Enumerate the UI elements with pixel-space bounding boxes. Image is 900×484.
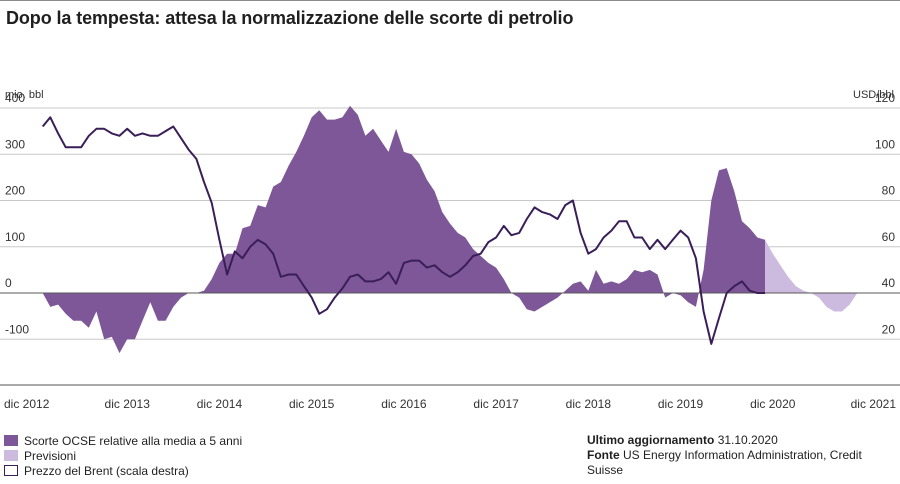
legend-label-forecast: Previsioni [24,448,77,463]
x-tick-label: dic 2019 [658,397,704,411]
line-layer [41,116,765,345]
y-right-tick-label: 80 [882,184,896,198]
x-tick-label: dic 2020 [750,397,796,411]
x-tick-label: dic 2018 [566,397,612,411]
y-left-tick-label: 400 [5,91,25,105]
legend-swatch-actual [4,435,18,446]
legend-label-brent: Prezzo del Brent (scala destra) [24,463,189,478]
source-label: Fonte [587,448,620,462]
legend-item-actual: Scorte OCSE relative alla media a 5 anni [4,433,242,448]
top-rule [0,0,900,1]
x-tick-label: dic 2016 [381,397,427,411]
tick-layer: 400 300 200 100 0 -100 120 100 80 60 40 20 dic 2012 d… [4,91,896,411]
legend-swatch-brent [4,465,18,476]
update-line: Ultimo aggiornamento 31.10.2020 [587,433,900,448]
source-line: Fonte US Energy Information Administrati… [587,448,900,478]
x-tick-label: dic 2015 [289,397,335,411]
y-left-tick-label: 100 [5,230,25,244]
source-value: US Energy Information Administration, Cr… [587,448,862,477]
y-right-tick-label: 120 [875,91,895,105]
x-tick-label: dic 2014 [197,397,243,411]
y-right-tick-label: 40 [882,276,896,290]
y-left-tick-label: -100 [5,322,29,336]
area-layer [0,105,900,354]
right-axis-unit: USD/bbl [853,89,894,101]
chart-title: Dopo la tempesta: attesa la normalizzazi… [6,8,574,28]
legend-item-brent: Prezzo del Brent (scala destra) [4,463,242,478]
x-tick-label: dic 2012 [4,397,50,411]
y-left-tick-label: 300 [5,137,25,151]
update-label: Ultimo aggiornamento [587,433,715,447]
y-right-tick-label: 20 [882,322,896,336]
y-right-tick-label: 100 [875,137,895,151]
x-tick-label: dic 2013 [105,397,151,411]
inventory-area [42,105,765,354]
brent-price-line [41,116,765,345]
source-block: Ultimo aggiornamento 31.10.2020 Fonte US… [587,433,900,478]
legend: Scorte OCSE relative alla media a 5 anni… [4,433,242,478]
y-left-tick-label: 200 [5,184,25,198]
x-tick-label: dic 2017 [473,397,519,411]
legend-label-actual: Scorte OCSE relative alla media a 5 anni [24,433,243,448]
legend-swatch-forecast [4,450,18,461]
left-axis-unit: mio. bbl [5,89,44,101]
update-value: 31.10.2020 [717,433,778,447]
y-left-tick-label: 0 [5,276,12,290]
y-right-tick-label: 60 [882,230,896,244]
x-tick-label: dic 2021 [851,397,897,411]
legend-item-forecast: Previsioni [4,448,242,463]
forecast-area [765,239,858,312]
